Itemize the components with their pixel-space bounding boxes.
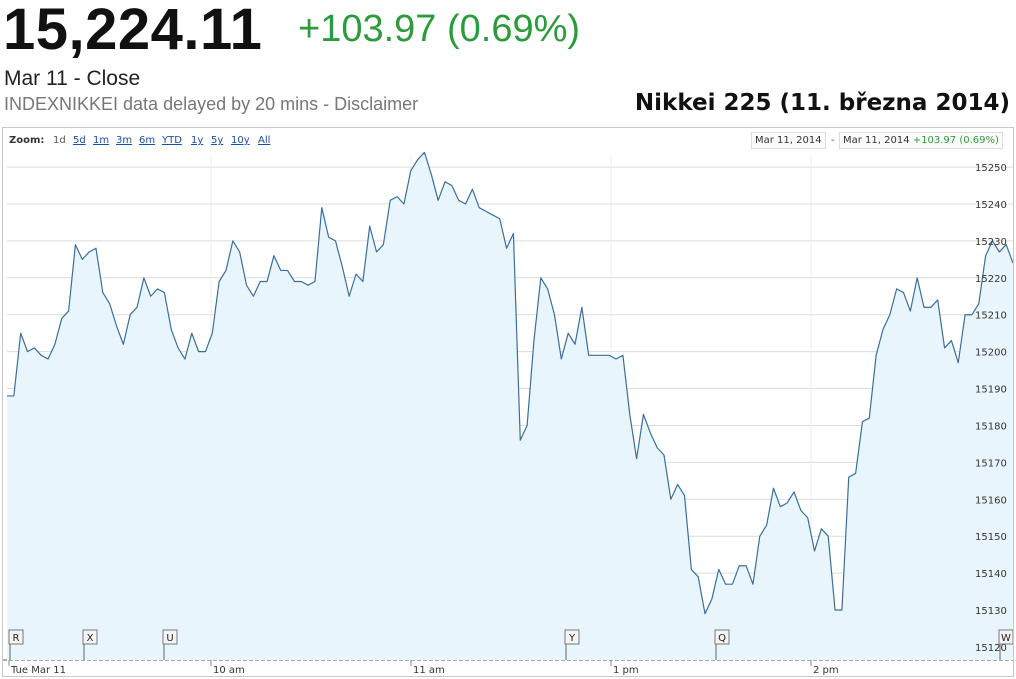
delay-text: INDEXNIKKEI data delayed by 20 mins - <box>4 94 335 114</box>
y-tick-label: 15180 <box>975 421 1007 432</box>
y-tick-label: 15210 <box>975 311 1007 322</box>
y-tick-label: 15160 <box>975 495 1007 506</box>
series-line <box>7 152 1013 615</box>
last-price: 15,224.11 <box>3 0 263 62</box>
event-marker-label: Y <box>568 633 576 644</box>
x-tick-label: 2 pm <box>813 665 839 676</box>
x-tick-label: 1 pm <box>613 665 639 676</box>
range-end-input[interactable]: Mar 11, 2014 +103.97 (0.69%) <box>839 132 1003 149</box>
event-marker-label: Q <box>718 633 726 644</box>
y-tick-label: 15170 <box>975 458 1007 469</box>
event-marker-label: U <box>166 633 173 644</box>
event-marker-y[interactable]: Y <box>564 629 580 660</box>
event-marker-x[interactable]: X <box>82 629 98 660</box>
y-tick-label: 15190 <box>975 385 1007 396</box>
x-tick-label: Tue Mar 11 <box>10 665 66 676</box>
event-marker-w[interactable]: W <box>998 629 1013 660</box>
zoom-all[interactable]: All <box>258 135 271 146</box>
zoom-bar: Zoom: 1d 5d 1m 3m 6m YTD 1y 5y 10y All M… <box>3 128 1013 152</box>
y-tick-label: 15150 <box>975 532 1007 543</box>
range-start-input[interactable]: Mar 11, 2014 <box>751 132 826 149</box>
zoom-1y[interactable]: 1y <box>191 135 204 146</box>
price-change: +103.97 (0.69%) <box>298 8 581 50</box>
overlay-title: Nikkei 225 (11. března 2014) <box>634 90 1010 116</box>
range-end-text: Mar 11, 2014 <box>843 135 910 146</box>
zoom-6m[interactable]: 6m <box>139 135 156 146</box>
x-tick-label: 10 am <box>213 665 245 676</box>
chart-panel: Zoom: 1d 5d 1m 3m 6m YTD 1y 5y 10y All M… <box>2 127 1014 677</box>
y-tick-labels: 15120 15130 15140 15150 15160 15170 15180 15190… <box>975 163 1007 654</box>
x-tick-label: 11 am <box>413 665 445 676</box>
series-area-fill <box>7 152 1013 660</box>
y-tick-label: 15220 <box>975 274 1007 285</box>
price-chart[interactable]: 15120 15130 15140 15150 15160 15170 15180 15190… <box>3 152 1013 677</box>
event-marker-u[interactable]: U <box>162 629 178 660</box>
event-marker-label: R <box>13 633 20 644</box>
y-tick-label: 15230 <box>975 237 1007 248</box>
y-tick-label: 15140 <box>975 569 1007 580</box>
y-tick-label: 15240 <box>975 200 1007 211</box>
zoom-5y[interactable]: 5y <box>211 135 224 146</box>
area-layer <box>7 152 1013 660</box>
range-change: +103.97 (0.69%) <box>912 135 999 146</box>
event-marker-label: W <box>1001 633 1011 644</box>
event-marker-label: X <box>87 633 94 644</box>
y-tick-label: 15250 <box>975 163 1007 174</box>
y-tick-label: 15130 <box>975 606 1007 617</box>
zoom-1d[interactable]: 1d <box>53 135 66 146</box>
close-label: Mar 11 - Close <box>4 67 141 90</box>
y-tick-label: 15120 <box>975 643 1007 654</box>
quote-header: 15,224.11 +103.97 (0.69%) Mar 11 - Close… <box>0 0 1016 122</box>
zoom-label: Zoom: <box>9 135 45 146</box>
y-tick-label: 15200 <box>975 348 1007 359</box>
zoom-3m[interactable]: 3m <box>116 135 133 146</box>
x-tick-labels: Tue Mar 11 10 am 11 am 1 pm 2 pm <box>8 660 839 676</box>
zoom-ytd[interactable]: YTD <box>162 135 182 146</box>
range-separator: - <box>831 135 835 146</box>
delay-notice: INDEXNIKKEI data delayed by 20 mins - Di… <box>4 94 418 115</box>
zoom-5d[interactable]: 5d <box>73 135 86 146</box>
disclaimer-link[interactable]: Disclaimer <box>334 94 419 114</box>
event-marker-r[interactable]: R <box>8 629 24 660</box>
event-marker-q[interactable]: Q <box>714 629 730 660</box>
zoom-10y[interactable]: 10y <box>231 135 250 146</box>
zoom-1m[interactable]: 1m <box>93 135 110 146</box>
